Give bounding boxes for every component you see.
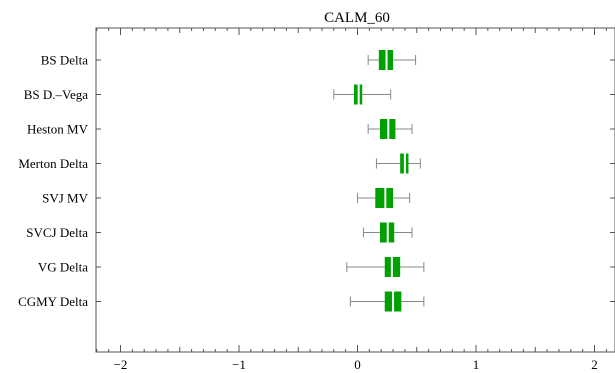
box-group [349,291,425,312]
box-group [367,119,413,139]
x-tick-label: 1 [473,357,480,372]
category-label: VG Delta [38,260,88,275]
boxes [333,50,425,312]
x-tick-label: −1 [232,357,246,372]
category-label: CGMY Delta [18,294,88,309]
box-group [362,222,413,243]
category-label: Heston MV [27,122,89,137]
box-group [375,153,421,174]
box-group [367,50,417,70]
plot-frame [95,27,615,353]
axis-ticks: −2 −1 0 1 2 [96,28,615,372]
box-group [333,84,392,105]
category-label: Merton Delta [18,156,88,171]
category-label: SVJ MV [42,191,88,206]
category-labels: BS Delta BS D.–Vega Heston MV Merton Delta S… [18,53,89,310]
x-tick-label: 0 [354,357,361,372]
box-group [357,188,411,208]
box-group [346,257,425,277]
x-tick-label: 2 [591,357,598,372]
category-label: SVCJ Delta [26,225,88,240]
category-label: BS Delta [41,53,89,68]
x-tick-label: −2 [114,357,128,372]
category-label: BS D.–Vega [24,87,89,102]
box-iqr [375,188,394,208]
chart-title: CALM_60 [324,10,390,26]
